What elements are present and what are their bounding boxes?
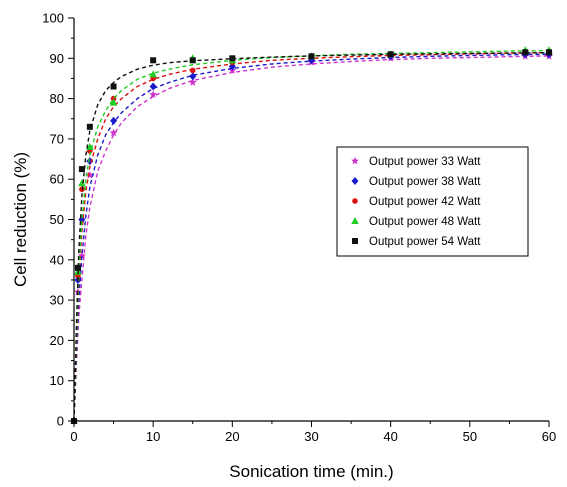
legend-item: Output power 42 Watt: [352, 196, 481, 208]
x-tick-label: 20: [225, 429, 239, 444]
data-point: [78, 166, 85, 173]
plot-area: [70, 46, 553, 425]
y-tick-label: 100: [42, 11, 64, 26]
data-point: [188, 78, 197, 86]
legend-marker: [351, 177, 359, 185]
data-point: [229, 55, 236, 62]
data-point: [522, 49, 529, 56]
data-point: [74, 264, 81, 271]
legend-marker: [352, 198, 358, 204]
y-tick-label: 90: [50, 51, 64, 66]
data-point: [86, 157, 94, 166]
legend-frame: [336, 146, 529, 257]
x-tick-label: 50: [463, 429, 477, 444]
data-point: [149, 82, 157, 91]
data-point: [189, 57, 196, 64]
data-point: [109, 128, 118, 137]
data-point: [149, 70, 157, 78]
data-point: [85, 170, 94, 179]
x-tick-label: 0: [70, 429, 77, 444]
y-tick-label: 70: [50, 131, 64, 146]
data-point: [546, 49, 552, 56]
legend-item: Output power 54 Watt: [352, 236, 481, 248]
legend-marker: [351, 156, 359, 165]
y-axis-title: Cell reduction (%): [11, 152, 30, 287]
y-tick-label: 30: [50, 293, 64, 308]
data-point: [110, 83, 117, 90]
data-point: [189, 67, 196, 74]
fit-curve: [73, 55, 550, 422]
legend-marker: [351, 217, 359, 224]
data-point: [189, 72, 197, 81]
data-point: [109, 98, 118, 106]
x-tick-label: 40: [383, 429, 397, 444]
y-tick-label: 40: [50, 252, 64, 267]
legend-item: Output power 33 Watt: [351, 156, 481, 168]
y-tick-label: 50: [50, 212, 64, 227]
legend-item: Output power 38 Watt: [351, 176, 481, 188]
x-tick-label: 30: [304, 429, 318, 444]
y-tick-label: 80: [50, 91, 64, 106]
y-tick-label: 20: [50, 333, 64, 348]
legend-label: Output power 54 Watt: [369, 236, 481, 248]
x-tick-label: 10: [146, 429, 160, 444]
legend: Output power 33 Watt Output power 38 Watt…: [336, 146, 529, 257]
x-tick-label: 60: [542, 429, 556, 444]
legend-label: Output power 33 Watt: [369, 156, 481, 168]
data-point: [308, 53, 315, 60]
data-point: [387, 51, 394, 58]
legend-label: Output power 42 Watt: [369, 196, 481, 208]
series-5: [71, 49, 552, 424]
legend-label: Output power 38 Watt: [369, 176, 481, 188]
data-point: [149, 90, 158, 98]
data-point: [86, 123, 93, 130]
y-tick-label: 0: [57, 414, 64, 429]
x-axis-title: Sonication time (min.): [229, 462, 393, 481]
y-tick-label: 60: [50, 172, 64, 187]
data-point: [78, 179, 86, 187]
legend-item: Output power 48 Watt: [351, 216, 481, 228]
legend-label: Output power 48 Watt: [369, 216, 481, 228]
series-2: [70, 50, 553, 425]
legend-marker: [352, 238, 358, 244]
data-point: [110, 116, 118, 125]
data-point: [77, 251, 86, 260]
data-point: [86, 142, 94, 150]
data-point: [150, 57, 157, 64]
axes: 0 10 20 30 40 50 60 0 10 20 30 40 50 60 70 80 90 100: [42, 11, 556, 445]
fit-curve: [73, 53, 550, 422]
y-tick-label: 10: [50, 373, 64, 388]
